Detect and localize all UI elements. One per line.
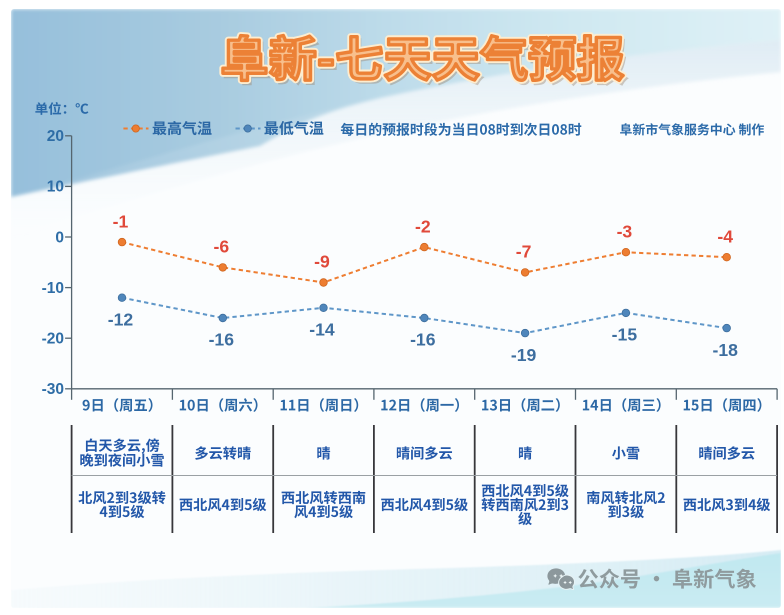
svg-text:-16: -16 xyxy=(410,330,436,350)
svg-text:-15: -15 xyxy=(612,325,638,345)
svg-text:-19: -19 xyxy=(511,345,537,365)
svg-text:-30: -30 xyxy=(42,381,64,398)
svg-text:-18: -18 xyxy=(712,340,738,360)
svg-text:0: 0 xyxy=(55,229,64,246)
svg-text:-1: -1 xyxy=(113,211,129,231)
svg-text:-7: -7 xyxy=(516,242,532,262)
svg-text:-20: -20 xyxy=(42,331,64,348)
svg-text:-3: -3 xyxy=(617,221,633,241)
svg-text:-10: -10 xyxy=(42,280,64,297)
svg-text:-12: -12 xyxy=(108,309,134,329)
svg-text:-9: -9 xyxy=(314,252,330,272)
svg-text:-4: -4 xyxy=(717,226,733,246)
svg-text:-2: -2 xyxy=(415,216,431,236)
svg-text:-6: -6 xyxy=(213,237,229,257)
svg-text:10: 10 xyxy=(47,179,64,196)
svg-text:20: 20 xyxy=(47,128,64,145)
svg-text:-16: -16 xyxy=(209,330,235,350)
svg-text:-14: -14 xyxy=(309,320,335,340)
